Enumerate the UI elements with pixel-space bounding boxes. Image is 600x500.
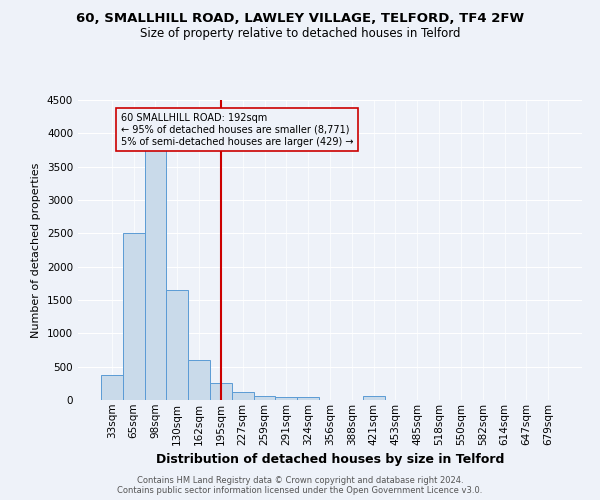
Bar <box>363 396 385 400</box>
Bar <box>297 398 319 400</box>
Text: 60 SMALLHILL ROAD: 192sqm
← 95% of detached houses are smaller (8,771)
5% of sem: 60 SMALLHILL ROAD: 192sqm ← 95% of detac… <box>121 114 353 146</box>
Bar <box>232 392 254 400</box>
Bar <box>188 360 210 400</box>
Bar <box>166 290 188 400</box>
Y-axis label: Number of detached properties: Number of detached properties <box>31 162 41 338</box>
Bar <box>101 374 123 400</box>
Text: Contains HM Land Registry data © Crown copyright and database right 2024.
Contai: Contains HM Land Registry data © Crown c… <box>118 476 482 495</box>
Bar <box>145 150 166 400</box>
Bar <box>275 398 297 400</box>
X-axis label: Distribution of detached houses by size in Telford: Distribution of detached houses by size … <box>156 453 504 466</box>
Text: Size of property relative to detached houses in Telford: Size of property relative to detached ho… <box>140 28 460 40</box>
Bar <box>254 396 275 400</box>
Text: 60, SMALLHILL ROAD, LAWLEY VILLAGE, TELFORD, TF4 2FW: 60, SMALLHILL ROAD, LAWLEY VILLAGE, TELF… <box>76 12 524 26</box>
Bar <box>210 384 232 400</box>
Bar <box>123 234 145 400</box>
